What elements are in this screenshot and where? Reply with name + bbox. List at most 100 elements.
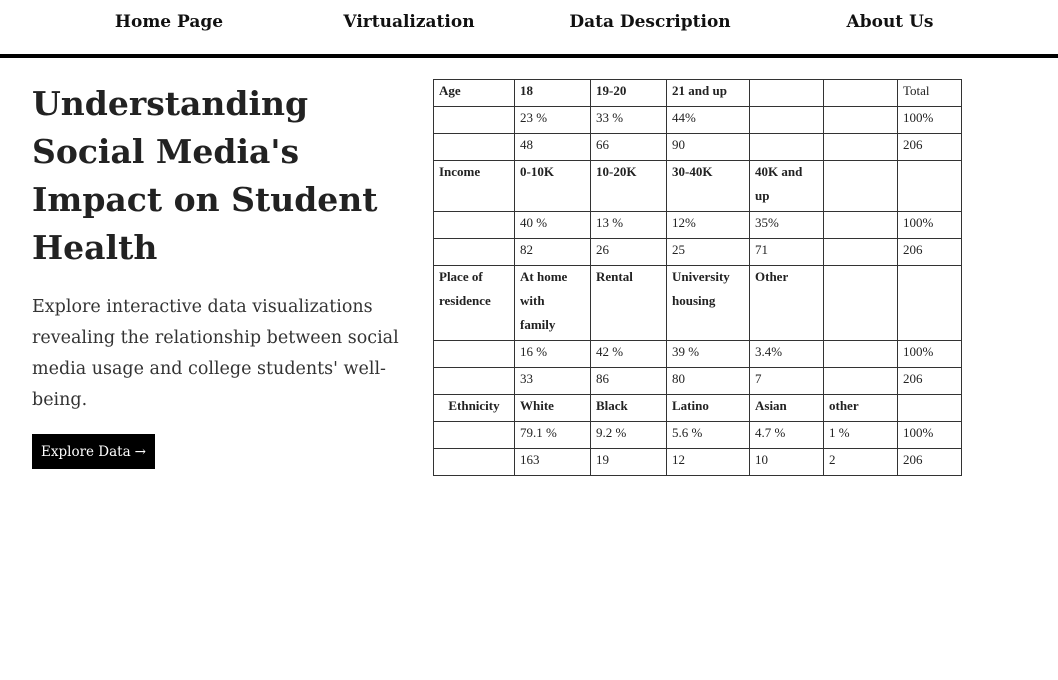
table-cell: 100% — [897, 421, 962, 449]
header-cell-line: with — [520, 293, 545, 308]
header-cell-line: University — [672, 269, 730, 284]
percent-value: 16 % — [520, 344, 548, 359]
percent-value: 12% — [672, 215, 696, 230]
percent-value: 1 % — [829, 425, 850, 440]
table-header-cell — [823, 160, 898, 212]
table-row: Age 18 19-20 21 and up Total — [433, 79, 962, 107]
table-cell: 12 — [666, 448, 750, 476]
count-value: 2 — [829, 452, 836, 467]
table-header-cell: 18 — [514, 79, 591, 107]
nav-data-description[interactable]: Data Description — [569, 12, 731, 32]
table-cell — [433, 211, 515, 239]
table-row: 48 66 90 206 — [433, 133, 962, 161]
nav-home-page[interactable]: Home Page — [114, 12, 224, 32]
table-cell: 13 % — [590, 211, 667, 239]
header-cell-line: At home — [520, 269, 568, 284]
header-cell-line: Total — [903, 83, 930, 98]
header-cell-line: up — [755, 188, 770, 203]
table-cell — [823, 106, 898, 134]
table-header-cell: 10-20K — [590, 160, 667, 212]
header-cell-line: family — [520, 317, 556, 332]
table-cell — [433, 106, 515, 134]
table-header-cell: Total — [897, 79, 962, 107]
table-header-cell: 0-10K — [514, 160, 591, 212]
table-cell: 9.2 % — [590, 421, 667, 449]
table-header-cell: White — [514, 394, 591, 422]
demographics-table: Age 18 19-20 21 and up Total 23 % 33 % 44% 100% 4… — [433, 79, 962, 476]
nav-virtualization[interactable]: Virtualization — [343, 12, 475, 32]
count-value: 206 — [903, 242, 923, 257]
percent-value: 100% — [903, 425, 934, 440]
count-value: 25 — [672, 242, 685, 257]
header-cell-line: housing — [672, 293, 716, 308]
table-cell: 48 — [514, 133, 591, 161]
table-cell: 66 — [590, 133, 667, 161]
table-cell: 33 — [514, 367, 591, 395]
table-row: 16 % 42 % 39 % 3.4% 100% — [433, 340, 962, 368]
header-cell-line: 0-10K — [520, 164, 554, 179]
table-header-cell — [749, 79, 824, 107]
table-header-cell: Rental — [590, 265, 667, 341]
table-cell — [823, 133, 898, 161]
table-cell — [823, 211, 898, 239]
nav-about-us[interactable]: About Us — [846, 12, 934, 32]
header-cell-line: White — [520, 398, 554, 413]
count-value: 19 — [596, 452, 609, 467]
row-category-label: Ethnicity — [433, 394, 515, 422]
table-cell: 90 — [666, 133, 750, 161]
table-cell: 3.4% — [749, 340, 824, 368]
percent-value: 40 % — [520, 215, 548, 230]
header-cell-line: 19-20 — [596, 83, 627, 98]
table-cell: 86 — [590, 367, 667, 395]
table-cell: 42 % — [590, 340, 667, 368]
header-cell-line: 30-40K — [672, 164, 713, 179]
table-header-cell: University housing — [666, 265, 750, 341]
table-cell — [749, 133, 824, 161]
table-cell: 206 — [897, 238, 962, 266]
explore-data-button[interactable]: Explore Data → — [32, 434, 155, 469]
percent-value: 5.6 % — [672, 425, 703, 440]
table-header-cell: 40K and up — [749, 160, 824, 212]
category-label-line: Income — [439, 164, 481, 179]
table-cell: 44% — [666, 106, 750, 134]
count-value: 163 — [520, 452, 540, 467]
table-cell: 25 — [666, 238, 750, 266]
table-header-cell: 19-20 — [590, 79, 667, 107]
table-cell: 82 — [514, 238, 591, 266]
percent-value: 42 % — [596, 344, 624, 359]
table-cell — [433, 133, 515, 161]
table-cell: 2 — [823, 448, 898, 476]
percent-value: 4.7 % — [755, 425, 786, 440]
table-cell: 40 % — [514, 211, 591, 239]
percent-value: 100% — [903, 344, 934, 359]
table-cell — [433, 238, 515, 266]
table-cell: 23 % — [514, 106, 591, 134]
top-navigation: Home Page Virtualization Data Descriptio… — [0, 0, 1058, 58]
table-cell: 39 % — [666, 340, 750, 368]
count-value: 86 — [596, 371, 609, 386]
table-cell: 206 — [897, 448, 962, 476]
count-value: 66 — [596, 137, 609, 152]
category-label-line: residence — [439, 293, 491, 308]
row-category-label: Income — [433, 160, 515, 212]
table-row: 79.1 % 9.2 % 5.6 % 4.7 % 1 % 100% — [433, 421, 962, 449]
table-row: 23 % 33 % 44% 100% — [433, 106, 962, 134]
arrow-right-icon: → — [134, 443, 146, 460]
table-cell: 35% — [749, 211, 824, 239]
percent-value: 100% — [903, 215, 934, 230]
percent-value: 100% — [903, 110, 934, 125]
table-row: 40 % 13 % 12% 35% 100% — [433, 211, 962, 239]
table-cell: 19 — [590, 448, 667, 476]
header-cell-line: 18 — [520, 83, 533, 98]
category-label-line: Ethnicity — [448, 398, 500, 413]
table-row: 163 19 12 10 2 206 — [433, 448, 962, 476]
table-cell: 206 — [897, 133, 962, 161]
table-row: Ethnicity White Black Latino Asian other — [433, 394, 962, 422]
table-header-cell — [897, 265, 962, 341]
header-cell-line: Asian — [755, 398, 787, 413]
page-title: Understanding Social Media's Impact on S… — [32, 84, 378, 267]
table-row: 33 86 80 7 206 — [433, 367, 962, 395]
table-header-cell: other — [823, 394, 898, 422]
count-value: 80 — [672, 371, 685, 386]
table-header-cell — [823, 265, 898, 341]
